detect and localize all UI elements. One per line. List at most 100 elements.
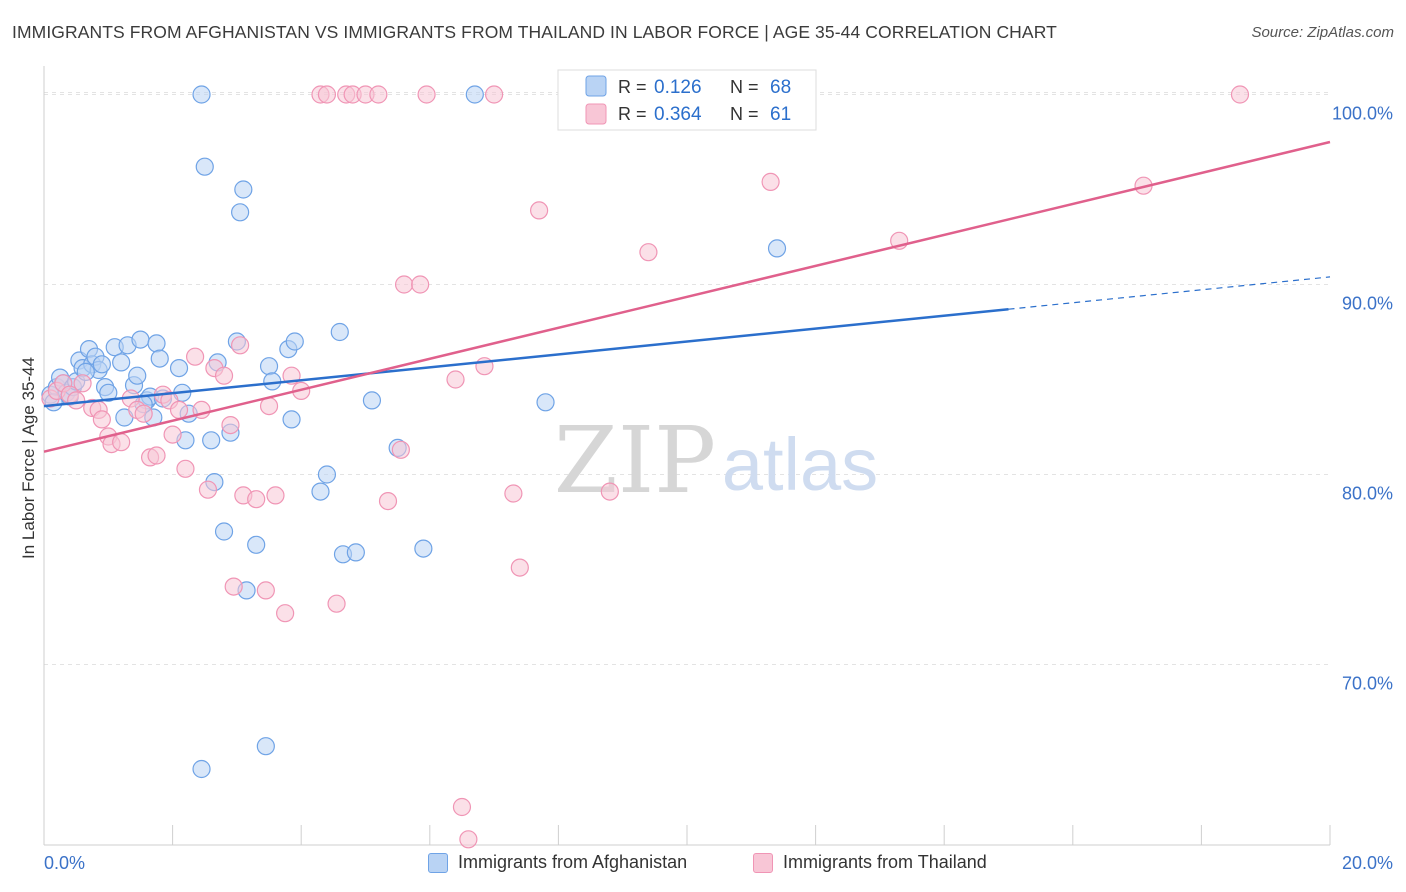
point-thailand (176, 459, 195, 478)
point-thailand (266, 486, 285, 505)
point-afghanistan (128, 366, 147, 385)
point-thailand (147, 446, 166, 465)
watermark: ZIP atlas (554, 407, 878, 514)
trend-lines (43, 140, 1331, 453)
legend-top: R = 0.126 N = 68 R = 0.364 N = 61 (557, 69, 817, 131)
point-thailand (198, 480, 218, 499)
point-afghanistan (147, 334, 166, 353)
point-thailand (134, 404, 153, 423)
point-thailand (761, 172, 780, 191)
point-thailand (510, 558, 529, 577)
point-afghanistan (317, 465, 337, 484)
legend-r-value-thailand: 0.364 (654, 104, 702, 125)
point-afghanistan (465, 85, 484, 104)
x-tick-label: 20.0% (1342, 853, 1393, 873)
point-thailand (394, 275, 414, 294)
legend-n-label-thailand: N = (730, 104, 759, 124)
x-tick-label: 0.0% (44, 853, 85, 873)
point-thailand (446, 370, 465, 389)
point-thailand (67, 391, 86, 410)
point-afghanistan (362, 391, 382, 410)
point-thailand (452, 797, 472, 817)
point-afghanistan (192, 759, 211, 779)
chart-title: IMMIGRANTS FROM AFGHANISTAN VS IMMIGRANT… (12, 22, 1057, 42)
legend-r-label-thailand: R = (618, 104, 647, 124)
point-afghanistan (112, 353, 131, 372)
point-thailand (417, 85, 436, 104)
point-afghanistan (346, 543, 365, 562)
legend-swatch-thailand (585, 103, 607, 125)
trend-line-thailand (43, 140, 1331, 453)
legend-n-value-afghanistan: 68 (770, 77, 791, 98)
points (41, 85, 1250, 849)
legend-swatch-thailand (753, 852, 773, 873)
point-thailand (247, 490, 266, 509)
point-thailand (169, 400, 189, 419)
point-thailand (530, 201, 549, 220)
point-thailand (221, 416, 240, 435)
tick-labels: 70.0% 80.0% 90.0% 100.0% 0.0% 20.0% (44, 104, 1393, 874)
legend-r-label-afghanistan: R = (618, 77, 647, 97)
point-thailand (600, 482, 619, 501)
point-thailand (369, 85, 388, 104)
point-thailand (378, 492, 398, 511)
point-afghanistan (414, 539, 433, 558)
point-afghanistan (247, 535, 266, 554)
point-thailand (231, 336, 250, 355)
point-afghanistan (285, 332, 304, 351)
watermark-atlas: atlas (722, 423, 878, 506)
point-thailand (186, 347, 205, 366)
point-afghanistan (330, 322, 349, 342)
point-thailand (485, 85, 504, 104)
point-afghanistan (256, 737, 275, 756)
legend-item-afghanistan: Immigrants from Afghanistan (428, 852, 687, 873)
point-thailand (459, 830, 478, 849)
trend-line-afghanistan-extension (1008, 276, 1331, 310)
y-tick-label: 70.0% (1342, 674, 1393, 694)
point-thailand (92, 410, 111, 429)
point-afghanistan (259, 357, 279, 376)
y-tick-label: 80.0% (1342, 484, 1393, 504)
y-tick-label: 100.0% (1332, 104, 1393, 124)
legend-bottom: Immigrants from Afghanistan Immigrants f… (0, 852, 1406, 878)
point-afghanistan (150, 349, 169, 368)
legend-item-thailand: Immigrants from Thailand (753, 852, 987, 873)
point-afghanistan (192, 85, 211, 104)
point-thailand (276, 604, 295, 623)
legend-label-afghanistan: Immigrants from Afghanistan (458, 852, 688, 872)
y-tick-label: 90.0% (1342, 294, 1393, 314)
point-thailand (317, 85, 337, 104)
legend-n-value-thailand: 61 (770, 104, 791, 125)
point-thailand (163, 425, 182, 444)
point-afghanistan (169, 359, 189, 378)
axes (43, 66, 1331, 846)
point-afghanistan (195, 157, 214, 176)
point-afghanistan (131, 330, 150, 349)
legend-n-label-afghanistan: N = (730, 77, 759, 97)
point-thailand (639, 243, 658, 262)
point-afghanistan (99, 383, 118, 402)
point-thailand (1230, 85, 1250, 104)
trend-line-afghanistan (43, 307, 1009, 408)
point-afghanistan (234, 180, 253, 199)
point-thailand (214, 366, 234, 385)
point-thailand (73, 374, 92, 393)
point-thailand (327, 594, 346, 613)
point-afghanistan (536, 393, 555, 412)
y-axis-label: In Labor Force | Age 35-44 (19, 357, 38, 559)
point-thailand (112, 433, 131, 452)
legend-label-thailand: Immigrants from Thailand (783, 852, 987, 872)
point-thailand (411, 275, 430, 294)
point-afghanistan (202, 431, 221, 450)
watermark-zip: ZIP (554, 407, 716, 514)
point-afghanistan (767, 239, 787, 258)
legend-swatch-afghanistan (428, 852, 448, 873)
point-afghanistan (311, 482, 330, 501)
point-afghanistan (282, 410, 301, 429)
point-thailand (256, 581, 275, 600)
legend-r-value-afghanistan: 0.126 (654, 77, 702, 98)
legend-swatch-afghanistan (585, 75, 607, 97)
point-afghanistan (92, 355, 111, 374)
point-thailand (504, 484, 523, 503)
